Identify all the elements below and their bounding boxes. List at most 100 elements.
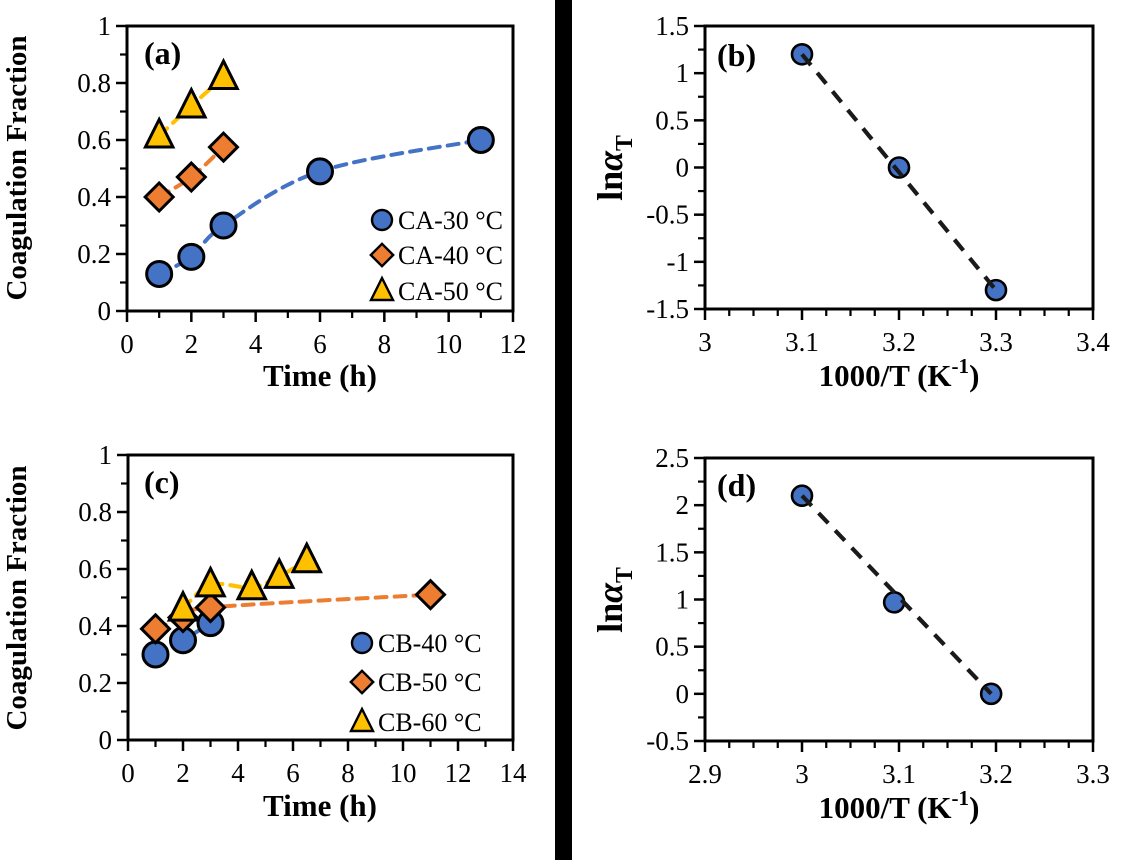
- x-tick-label: 3.3: [1076, 759, 1110, 789]
- data-point-triangle-marker: [207, 57, 240, 91]
- y-tick-label: 0.8: [78, 497, 112, 527]
- y-axis-title: lnαT: [590, 567, 638, 633]
- y-tick-label: 0.6: [77, 125, 111, 155]
- trend-line: [800, 494, 993, 696]
- legend-label: CB-60 °C: [378, 708, 482, 737]
- trend-line: [800, 52, 998, 292]
- x-tick-label: 0: [121, 758, 135, 788]
- x-tick-label: 6: [313, 329, 327, 359]
- y-tick-label: 0: [98, 296, 112, 326]
- panel-letter: (b): [717, 37, 756, 73]
- x-tick-label: 10: [435, 329, 462, 359]
- data-point-circle-marker: [887, 156, 911, 179]
- x-tick-label: 10: [390, 758, 417, 788]
- y-axis-title: Coagulation Fraction: [1, 35, 33, 300]
- y-tick-label: 0.2: [77, 239, 111, 269]
- data-point-triangle-marker: [290, 540, 323, 574]
- panel-letter: (d): [717, 467, 756, 503]
- data-point-triangle-marker: [142, 116, 176, 149]
- legend-label: CA-40 °C: [398, 241, 503, 270]
- panel-divider-bar: [555, 0, 572, 860]
- x-tick-label: 2.9: [688, 759, 722, 789]
- y-tick-label: 0.6: [78, 554, 112, 584]
- x-tick-label: 3.4: [1076, 327, 1110, 357]
- x-tick-label: 12: [445, 758, 472, 788]
- y-tick-label: 0.4: [78, 611, 112, 641]
- x-tick-label: 6: [286, 758, 300, 788]
- legend-label: CB-50 °C: [378, 668, 482, 697]
- data-point-triangle-marker: [166, 589, 200, 622]
- data-point-diamond-marker: [414, 578, 447, 611]
- y-tick-label: 0.5: [655, 632, 689, 662]
- legend-label: CB-40 °C: [378, 629, 482, 658]
- x-tick-label: 3.2: [882, 327, 916, 357]
- data-point-diamond-marker: [139, 612, 172, 645]
- x-tick-label: 4: [231, 758, 245, 788]
- x-tick-label: 3.3: [979, 327, 1013, 357]
- data-point-triangle-marker: [369, 275, 395, 302]
- y-tick-label: 0: [676, 153, 690, 183]
- data-point-triangle-marker: [263, 556, 296, 589]
- data-point-circle-marker: [145, 259, 174, 288]
- y-tick-label: -1.5: [646, 294, 689, 324]
- x-tick-label: 14: [500, 758, 528, 788]
- x-tick-label: 3: [795, 759, 809, 789]
- data-point-diamond-marker: [207, 131, 240, 164]
- y-axis-title: lnαT: [590, 135, 638, 201]
- y-tick-label: 1.5: [655, 537, 689, 567]
- y-tick-label: 2: [676, 490, 690, 520]
- data-point-circle-marker: [209, 211, 238, 240]
- y-tick-label: 0.4: [77, 182, 111, 212]
- x-tick-label: 0: [120, 329, 134, 359]
- x-tick-label: 3.1: [785, 327, 819, 357]
- data-point-diamond-marker: [143, 180, 176, 214]
- y-tick-label: 0.2: [78, 668, 112, 698]
- y-tick-label: 0: [99, 725, 113, 755]
- x-tick-label: 3.1: [882, 759, 916, 789]
- y-axis-title: Coagulation Fraction: [1, 465, 33, 730]
- panel-c-coagulation-chart: 0 2 4 6 8 10 12 14 0 0.2 0.4 0.6 0.8 1 Time (h) Coagula…: [0, 430, 545, 860]
- data-point-diamond-marker: [369, 242, 395, 268]
- x-tick-label: 2: [185, 329, 199, 359]
- panel-a-coagulation-chart: 0 2 4 6 8 10 12 0 0.2 0.4 0.6 0.8 1 Time (h) Coagulati…: [0, 0, 545, 430]
- x-tick-label: 3.2: [979, 759, 1013, 789]
- data-point-diamond-marker: [194, 591, 227, 624]
- chart-svg-b: 3 3.1 3.2 3.3 3.4 -1.5 -1 -0.5 0 0.5 1 1.5 1000/T (K…: [590, 11, 1110, 393]
- chart-svg-c: 0 2 4 6 8 10 12 14 0 0.2 0.4 0.6 0.8 1 Time (h) Coagula…: [1, 440, 528, 823]
- y-tick-label: 1: [98, 11, 112, 41]
- data-point-circle-marker: [370, 208, 394, 232]
- data-point-diamond-marker: [175, 160, 208, 194]
- panel-letter: (c): [144, 464, 180, 500]
- x-axis-title: Time (h): [263, 358, 377, 393]
- data-point-diamond-marker: [349, 669, 375, 695]
- x-tick-label: 8: [378, 329, 392, 359]
- x-tick-label: 4: [249, 329, 263, 359]
- chart-svg-d: 2.9 3 3.1 3.2 3.3 -0.5 0 0.5 1 1.5 2 2.5 1000/T (K-1…: [590, 443, 1110, 825]
- y-tick-label: 1: [676, 585, 690, 615]
- x-tick-label: 12: [500, 329, 527, 359]
- data-point-circle-marker: [350, 631, 374, 655]
- x-axis-title: 1000/T (K-1): [819, 786, 980, 825]
- y-tick-label: 1: [99, 440, 113, 470]
- x-tick-label: 2: [176, 758, 190, 788]
- y-tick-label: 2.5: [655, 443, 689, 473]
- data-point-circle-marker: [306, 157, 334, 186]
- data-point-circle-marker: [177, 242, 206, 271]
- panel-d-arrhenius-chart: 2.9 3 3.1 3.2 3.3 -0.5 0 0.5 1 1.5 2 2.5 1000/T (K-1…: [580, 430, 1141, 860]
- data-point-triangle-marker: [194, 565, 227, 598]
- y-tick-label: 0: [676, 679, 690, 709]
- y-tick-label: 1.5: [655, 11, 689, 41]
- data-point-triangle-marker: [235, 567, 268, 601]
- x-tick-label: 3: [698, 327, 712, 357]
- y-tick-label: -0.5: [646, 726, 689, 756]
- y-tick-label: -1: [667, 247, 690, 277]
- y-tick-label: -0.5: [646, 200, 689, 230]
- x-axis-title: Time (h): [263, 788, 377, 823]
- x-axis-title: 1000/T (K-1): [819, 354, 980, 393]
- panel-letter: (a): [144, 35, 181, 71]
- legend-label: CA-50 °C: [398, 277, 503, 306]
- panel-b-arrhenius-chart: 3 3.1 3.2 3.3 3.4 -1.5 -1 -0.5 0 0.5 1 1.5 1000/T (K…: [580, 0, 1141, 430]
- chart-svg-a: 0 2 4 6 8 10 12 0 0.2 0.4 0.6 0.8 1 Time (h) Coagulati…: [1, 11, 527, 393]
- legend-label: CA-30 °C: [398, 206, 503, 235]
- data-point-circle-marker: [141, 640, 170, 669]
